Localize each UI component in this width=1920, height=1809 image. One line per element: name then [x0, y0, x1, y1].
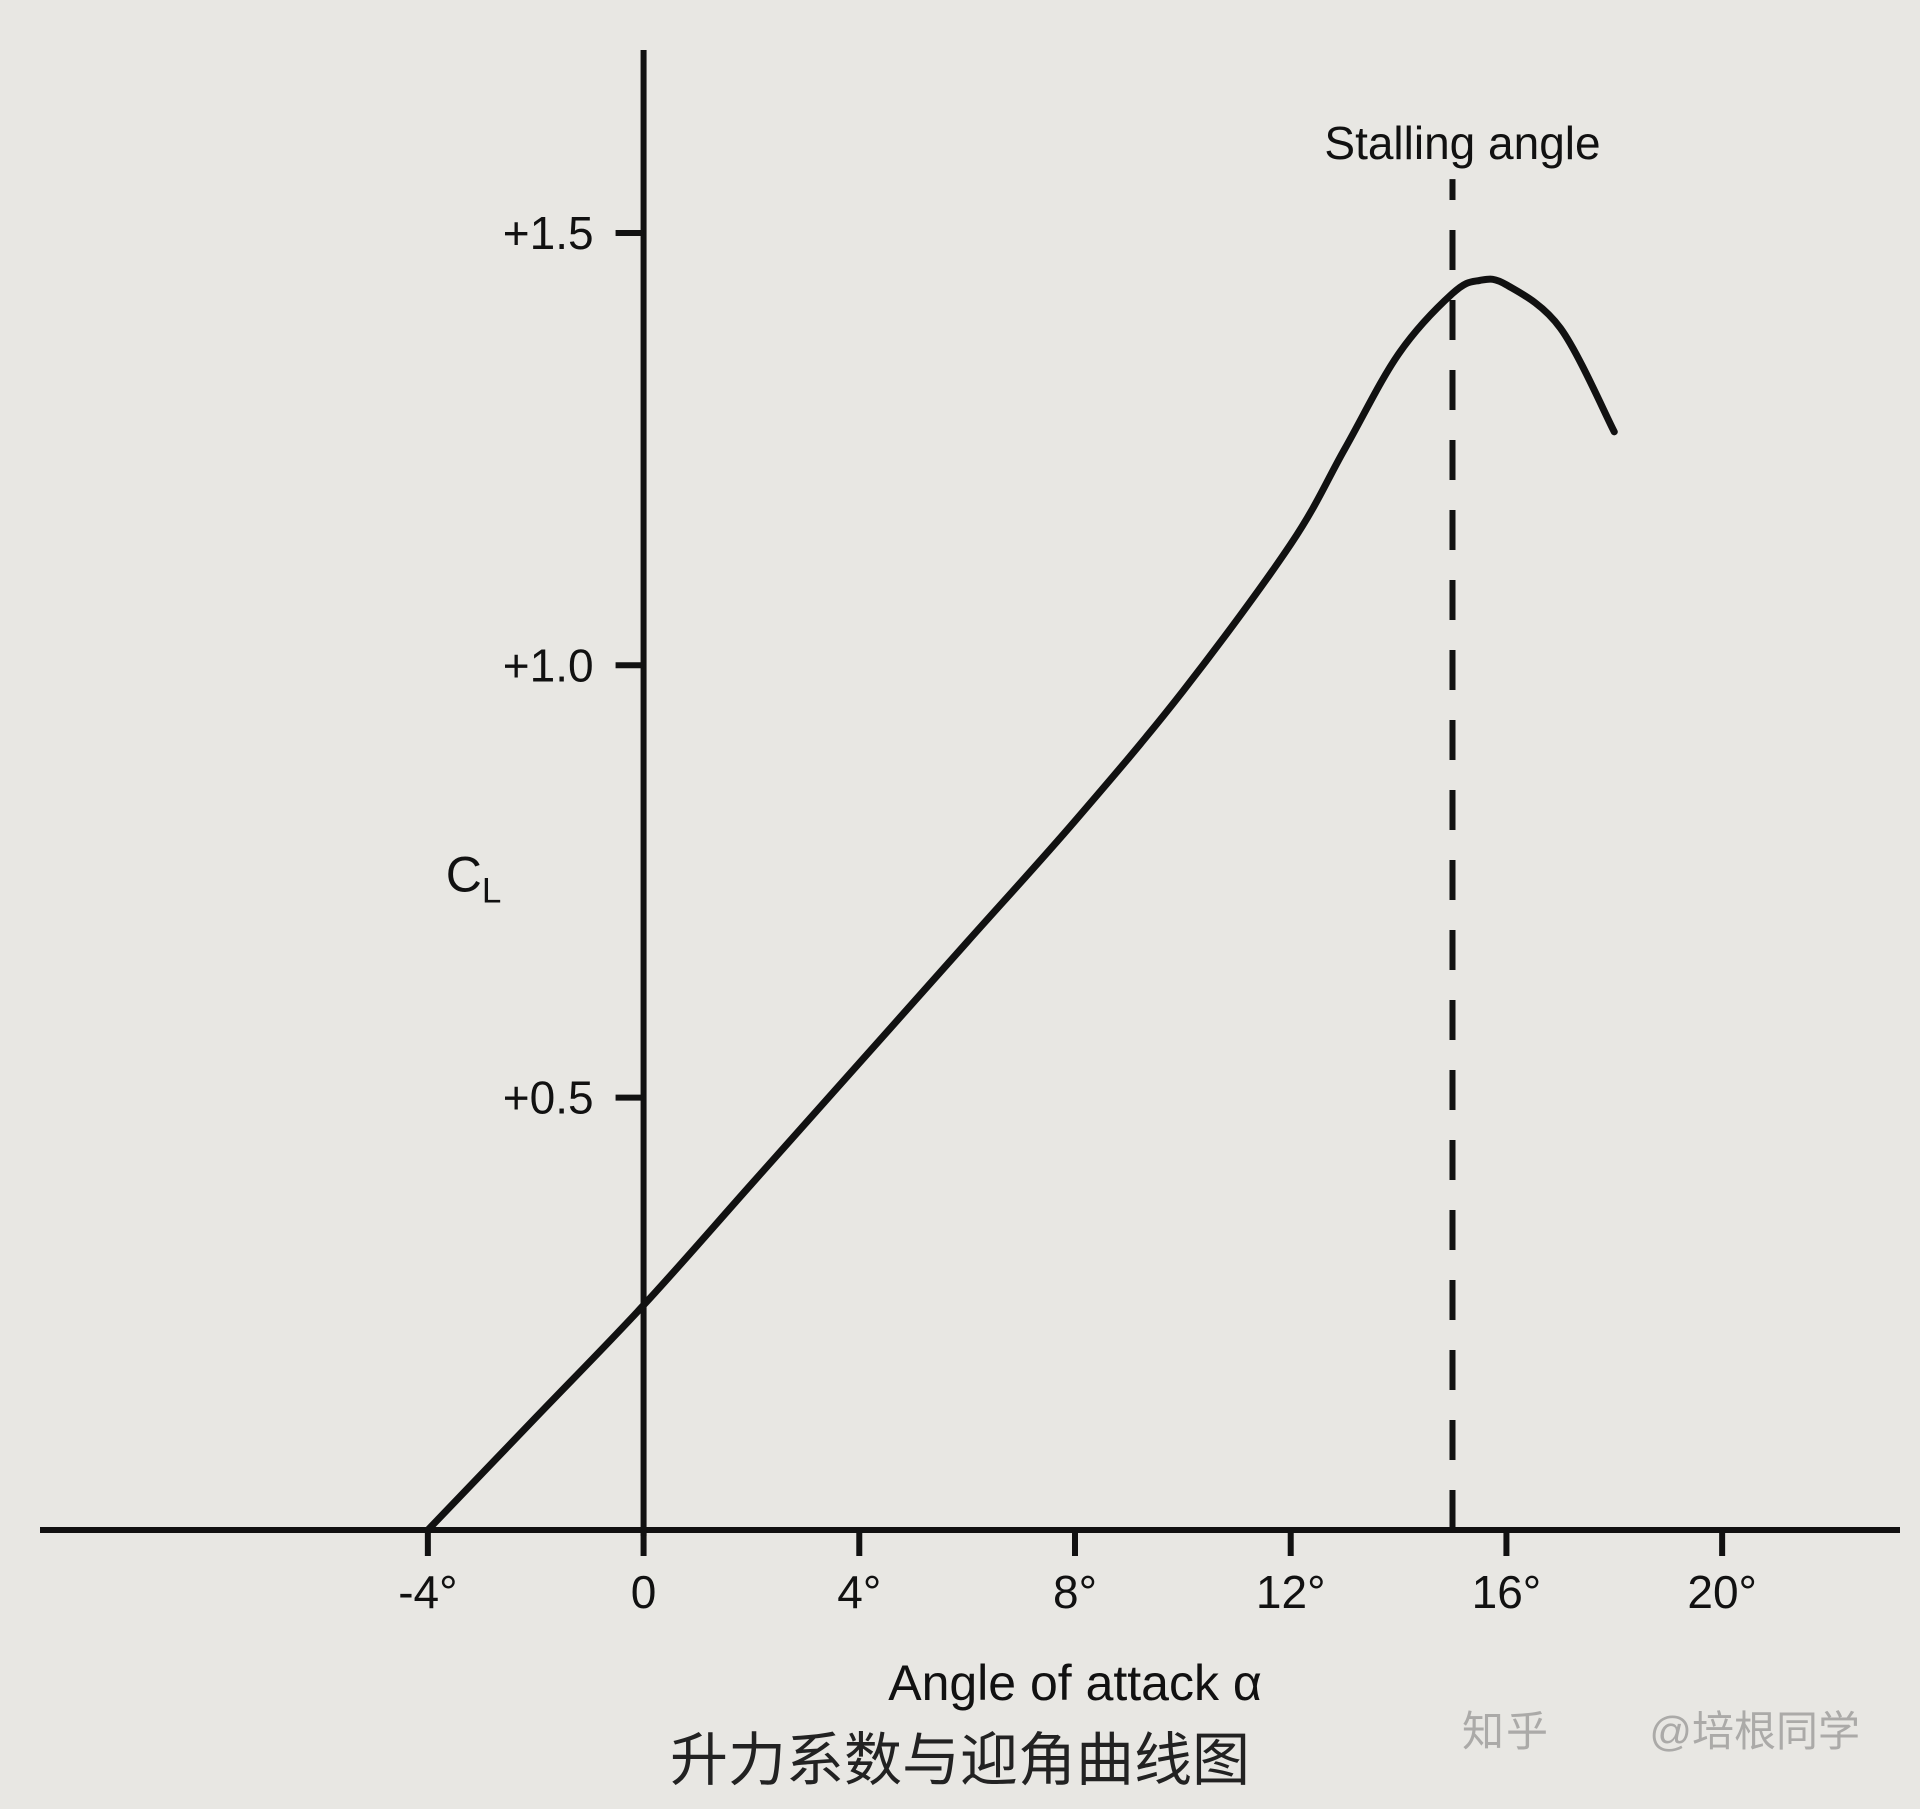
x-tick-label: -4°	[398, 1566, 457, 1618]
y-tick-label: +1.0	[503, 639, 594, 691]
watermark-user: @培根同学	[1649, 1698, 1860, 1759]
lift-coefficient-chart: -4°04°8°12°16°20°+0.5+1.0+1.5CLAngle of …	[0, 0, 1920, 1809]
chart-caption: 升力系数与迎角曲线图	[670, 1713, 1250, 1797]
chart-bg	[0, 0, 1920, 1809]
x-tick-label: 4°	[837, 1566, 881, 1618]
y-tick-label: +1.5	[503, 207, 594, 259]
y-tick-label: +0.5	[503, 1072, 594, 1124]
x-tick-label: 0	[631, 1566, 657, 1618]
x-axis-label: Angle of attack α	[888, 1655, 1262, 1711]
stall-label: Stalling angle	[1324, 117, 1600, 169]
x-tick-label: 8°	[1053, 1566, 1097, 1618]
x-tick-label: 20°	[1687, 1566, 1757, 1618]
x-tick-label: 12°	[1256, 1566, 1326, 1618]
chart-svg: -4°04°8°12°16°20°+0.5+1.0+1.5CLAngle of …	[0, 0, 1920, 1809]
x-tick-label: 16°	[1472, 1566, 1542, 1618]
watermark-brand: 知乎	[1462, 1698, 1550, 1759]
